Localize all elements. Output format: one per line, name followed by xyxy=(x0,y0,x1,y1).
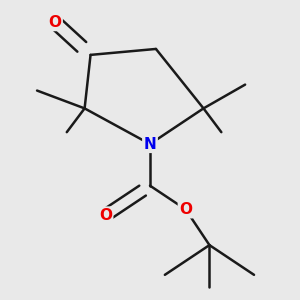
Text: N: N xyxy=(144,136,156,152)
Text: O: O xyxy=(179,202,192,217)
Text: O: O xyxy=(48,15,62,30)
Text: O: O xyxy=(99,208,112,223)
